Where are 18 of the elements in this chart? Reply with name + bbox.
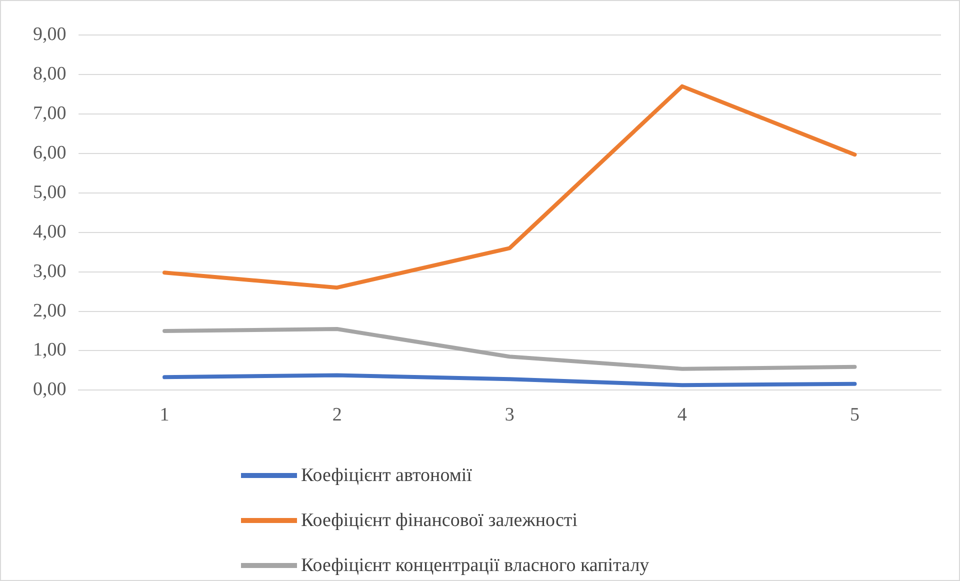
- y-tick-label: 8,00: [33, 63, 66, 84]
- y-tick-label: 2,00: [33, 300, 66, 322]
- y-tick-label: 3,00: [33, 260, 66, 282]
- x-tick-label: 3: [504, 404, 514, 426]
- legend-label: Коефіцієнт фінансової залежності: [301, 510, 578, 532]
- x-tick-label: 5: [850, 404, 860, 426]
- y-tick-label: 4,00: [33, 221, 66, 242]
- y-tick-label: 6,00: [33, 142, 66, 164]
- x-tick-label: 2: [332, 404, 342, 426]
- x-tick-label: 4: [677, 404, 688, 426]
- y-tick-label: 1,00: [33, 340, 66, 361]
- y-tick-label: 9,00: [33, 24, 66, 45]
- legend-label: Коефіцієнт концентрації власного капіталу: [301, 554, 650, 576]
- y-tick-label: 5,00: [33, 182, 66, 203]
- x-tick-label: 1: [160, 404, 170, 426]
- legend-label: Коефіцієнт автономії: [301, 464, 472, 486]
- y-tick-label: 0,00: [33, 379, 66, 400]
- y-tick-label: 7,00: [33, 102, 66, 124]
